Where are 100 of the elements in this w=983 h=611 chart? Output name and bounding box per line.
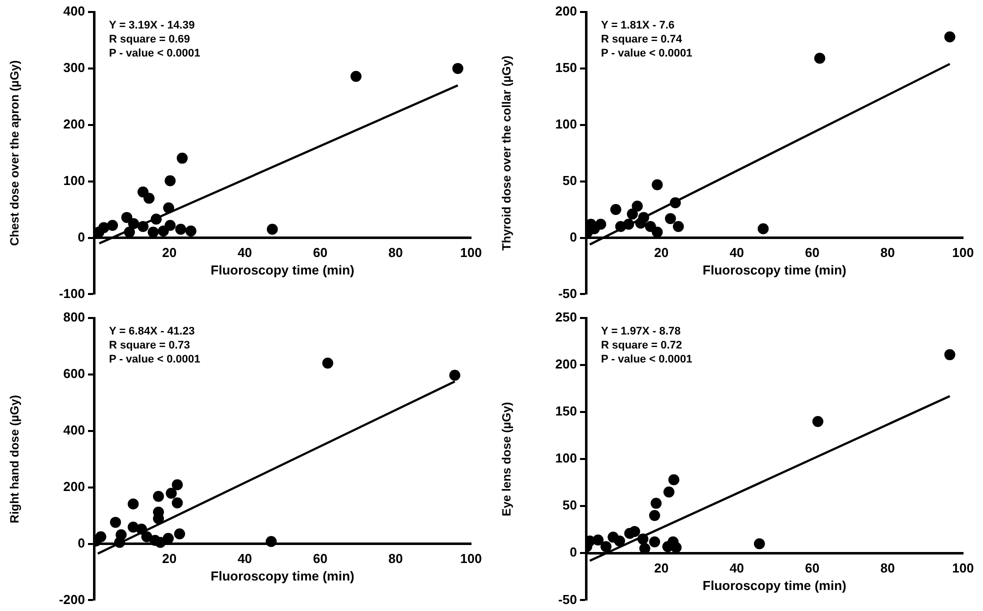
x-axis-title: Fluoroscopy time (min)	[702, 262, 846, 278]
y-tick-label: 100	[555, 116, 577, 132]
x-tick-label: 60	[804, 245, 820, 260]
point	[106, 220, 118, 231]
point	[174, 528, 186, 540]
point	[623, 218, 634, 230]
point	[322, 358, 334, 369]
point	[164, 175, 176, 186]
x-tick-label: 40	[730, 560, 744, 576]
y-tick-label: 400	[63, 422, 85, 438]
y-tick-label: 150	[555, 60, 577, 76]
y-tick-label: 300	[63, 60, 85, 76]
y-tick-label: 0	[570, 544, 577, 560]
x-axis-title: Fluoroscopy time (min)	[210, 568, 354, 584]
y-axis-title: Right hand dose (µGy)	[8, 394, 22, 524]
point	[452, 62, 464, 74]
point	[148, 226, 159, 238]
point	[128, 498, 139, 510]
x-tick-label: 40	[730, 245, 744, 260]
point	[754, 538, 765, 550]
point	[614, 535, 626, 546]
point	[652, 179, 663, 190]
x-tick-label: 80	[880, 560, 895, 576]
point	[163, 202, 174, 214]
point	[652, 226, 663, 238]
point	[144, 192, 155, 204]
y-tick-label: 200	[555, 356, 577, 372]
point	[635, 218, 646, 229]
point	[350, 70, 362, 82]
x-tick-label: 20	[654, 245, 669, 260]
y-tick-label: 200	[555, 4, 577, 19]
y-tick-label: 200	[63, 478, 85, 494]
y-axis-title: Eye lens dose (µGy)	[500, 402, 514, 516]
x-tick-label: 80	[880, 245, 895, 260]
annotation: R square = 0.74	[601, 34, 683, 46]
point	[944, 349, 956, 360]
point	[626, 208, 638, 220]
y-tick-label: 200	[63, 116, 85, 132]
point	[758, 223, 769, 234]
point	[650, 498, 662, 509]
point	[124, 226, 135, 238]
point	[668, 474, 680, 486]
annotation: R square = 0.69	[109, 34, 190, 46]
point	[814, 52, 826, 64]
point	[664, 213, 676, 224]
annotation: P - value < 0.0001	[109, 354, 200, 366]
y-tick-label: -200	[58, 592, 85, 607]
point	[176, 152, 188, 164]
point	[649, 510, 660, 522]
point	[175, 224, 186, 235]
annotation: P - value < 0.0001	[601, 354, 692, 366]
annotation: Y = 1.97X - 8.78	[601, 326, 681, 338]
point	[637, 534, 648, 545]
x-axis-title: Fluoroscopy time (min)	[210, 262, 354, 278]
x-tick-label: 20	[162, 245, 177, 260]
y-tick-label: 600	[63, 366, 85, 382]
y-tick-label: 800	[63, 310, 85, 325]
point	[138, 220, 149, 232]
y-tick-label: 0	[78, 535, 85, 550]
point	[128, 218, 140, 230]
x-tick-label: 100	[952, 560, 974, 576]
point	[672, 220, 684, 232]
y-tick-label: 0	[78, 229, 85, 244]
point	[670, 542, 682, 554]
annotation: Y = 1.81X - 7.6	[601, 20, 674, 32]
y-tick-label: 0	[570, 229, 577, 244]
point	[172, 497, 183, 508]
annotation: P - value < 0.0001	[601, 48, 692, 60]
point	[150, 214, 162, 225]
annotation: R square = 0.72	[601, 340, 682, 352]
x-tick-label: 60	[804, 560, 820, 576]
point	[449, 370, 460, 381]
x-tick-label: 60	[312, 551, 328, 566]
x-tick-label: 20	[654, 560, 669, 576]
point	[136, 524, 147, 535]
point	[141, 531, 152, 542]
y-tick-label: -100	[58, 286, 85, 301]
y-axis-title: Chest dose over the apron (µGy)	[8, 60, 22, 246]
point	[121, 212, 132, 223]
x-tick-label: 20	[162, 551, 177, 566]
x-tick-label: 80	[388, 245, 403, 260]
y-tick-label: 250	[555, 310, 577, 325]
x-tick-label: 100	[952, 245, 974, 260]
point	[158, 225, 169, 236]
y-tick-label: 400	[63, 4, 85, 19]
point	[154, 536, 166, 548]
point	[624, 528, 636, 539]
point	[110, 516, 121, 528]
annotation: P - value < 0.0001	[109, 48, 200, 60]
y-tick-label: 150	[555, 404, 577, 419]
point	[266, 224, 278, 235]
point	[185, 225, 196, 236]
x-tick-label: 100	[460, 245, 482, 260]
point	[649, 536, 660, 548]
point	[94, 226, 104, 238]
x-tick-label: 40	[238, 551, 252, 566]
point	[663, 486, 674, 498]
point	[632, 200, 643, 212]
y-tick-label: 50	[562, 172, 577, 188]
point	[266, 536, 277, 548]
